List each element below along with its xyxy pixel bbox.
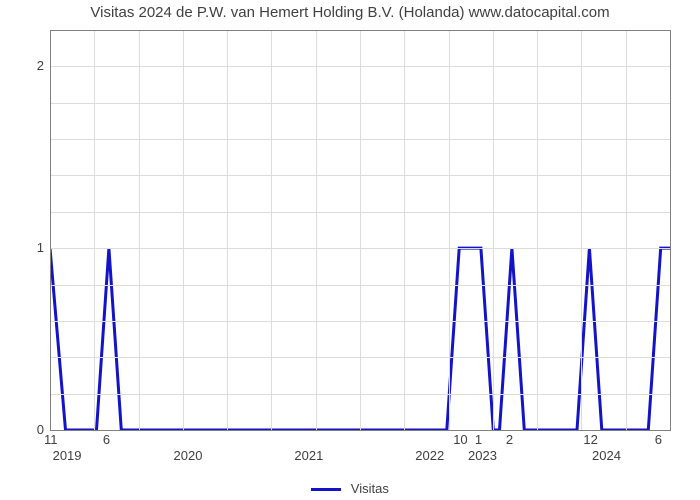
x-year-label: 2024 [592, 448, 621, 463]
legend-swatch [311, 488, 341, 491]
y-tick-label: 2 [37, 58, 44, 73]
x-year-label: 2022 [415, 448, 444, 463]
x-year-label: 2019 [53, 448, 82, 463]
gridline-v [139, 30, 140, 430]
x-month-label: 2 [506, 432, 513, 447]
gridline-v [94, 30, 95, 430]
y-tick-label: 1 [37, 240, 44, 255]
x-month-label: 1 [475, 432, 482, 447]
gridline-v [316, 30, 317, 430]
gridline-v [50, 30, 51, 430]
x-month-label: 10 [453, 432, 467, 447]
gridline-v [581, 30, 582, 430]
gridline-h [50, 430, 670, 431]
x-month-label: 11 [44, 432, 58, 447]
x-month-label: 6 [103, 432, 110, 447]
x-month-label: 6 [655, 432, 662, 447]
gridline-v [449, 30, 450, 430]
chart-title: Visitas 2024 de P.W. van Hemert Holding … [0, 4, 700, 21]
x-year-label: 2020 [174, 448, 203, 463]
gridline-v [493, 30, 494, 430]
legend: Visitas [0, 481, 700, 496]
plot-area [50, 30, 670, 430]
gridline-v [183, 30, 184, 430]
gridline-v [404, 30, 405, 430]
gridline-v [537, 30, 538, 430]
gridline-v [227, 30, 228, 430]
x-year-label: 2023 [468, 448, 497, 463]
gridline-v [670, 30, 671, 430]
gridline-v [626, 30, 627, 430]
x-month-label: 12 [583, 432, 597, 447]
chart-container: Visitas 2024 de P.W. van Hemert Holding … [0, 0, 700, 500]
y-tick-label: 0 [37, 422, 44, 437]
legend-label: Visitas [351, 481, 389, 496]
gridline-v [271, 30, 272, 430]
x-year-label: 2021 [294, 448, 323, 463]
gridline-v [360, 30, 361, 430]
